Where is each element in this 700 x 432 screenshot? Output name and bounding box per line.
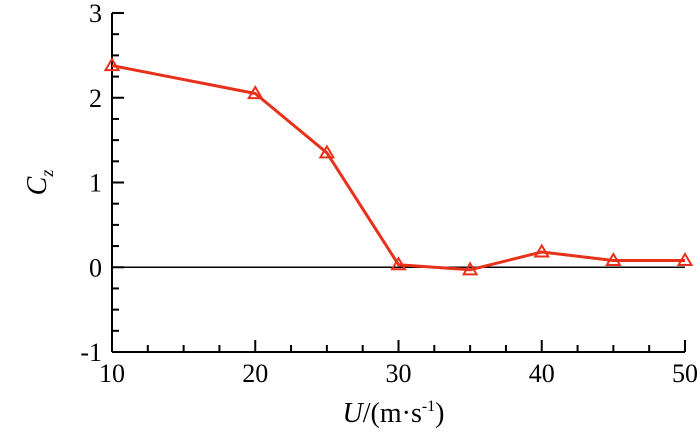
- x-axis-label-variable: U: [343, 398, 365, 429]
- x-tick-label: 50: [672, 359, 698, 388]
- data-point-marker: [605, 251, 622, 267]
- y-axis-label-subscript: z: [37, 170, 57, 178]
- axis-ticks: [111, 12, 686, 353]
- x-axis-label-unit: /(m·s: [363, 398, 422, 429]
- x-axis-label: U/(m·s-1): [343, 398, 445, 429]
- series-layer: [103, 57, 694, 276]
- y-axis-label-variable: C: [22, 176, 53, 195]
- series-line: [111, 64, 685, 272]
- x-axis-label-exponent: -1: [422, 398, 435, 415]
- data-point-marker: [533, 243, 550, 258]
- x-tick-label: 20: [242, 359, 268, 388]
- axes: 10 20 30 40 50 -1 0 1 2 3: [80, 0, 698, 388]
- data-point-marker: [461, 261, 479, 276]
- axis-tick-labels: 10 20 30 40 50 -1 0 1 2 3: [80, 0, 698, 388]
- x-tick-label: 40: [529, 359, 555, 388]
- y-tick-label: 3: [89, 0, 102, 28]
- x-axis-label-close: ): [435, 398, 444, 429]
- y-tick-label: 0: [89, 253, 102, 282]
- data-point-marker: [247, 85, 264, 100]
- x-tick-label: 10: [99, 359, 125, 388]
- data-point-marker: [390, 256, 407, 271]
- y-tick-label: 1: [89, 169, 102, 198]
- y-axis-label: Cz: [22, 170, 57, 196]
- data-point-marker: [676, 251, 694, 267]
- data-point-marker: [103, 57, 121, 72]
- y-tick-label: 2: [89, 84, 102, 113]
- x-tick-label: 30: [386, 359, 412, 388]
- data-point-marker: [318, 144, 336, 159]
- y-tick-label: -1: [80, 338, 102, 367]
